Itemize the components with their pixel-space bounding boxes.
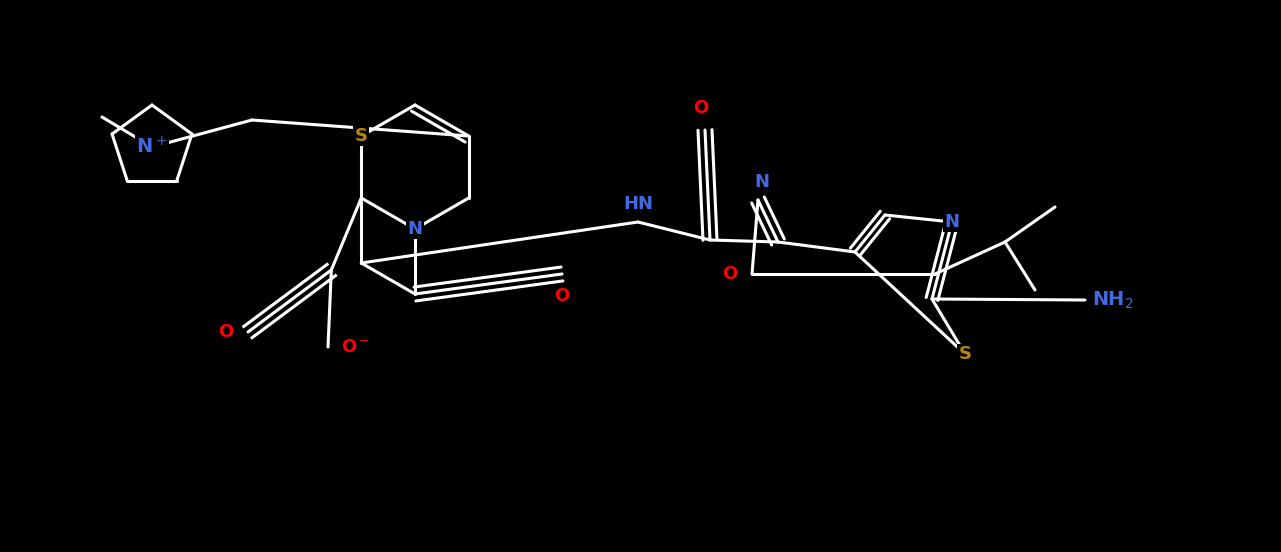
Text: S: S — [355, 127, 368, 145]
Text: S: S — [958, 345, 971, 363]
Text: N: N — [407, 220, 423, 238]
Text: N: N — [944, 213, 959, 231]
Text: O: O — [218, 323, 233, 341]
Text: O$^-$: O$^-$ — [342, 338, 370, 356]
Text: O: O — [722, 265, 738, 283]
Text: O: O — [555, 287, 570, 305]
Text: NH$_2$: NH$_2$ — [1093, 289, 1134, 311]
Text: HN: HN — [623, 195, 653, 213]
Text: N: N — [755, 173, 770, 191]
Text: O: O — [693, 99, 708, 117]
Text: N$^+$: N$^+$ — [136, 136, 168, 158]
